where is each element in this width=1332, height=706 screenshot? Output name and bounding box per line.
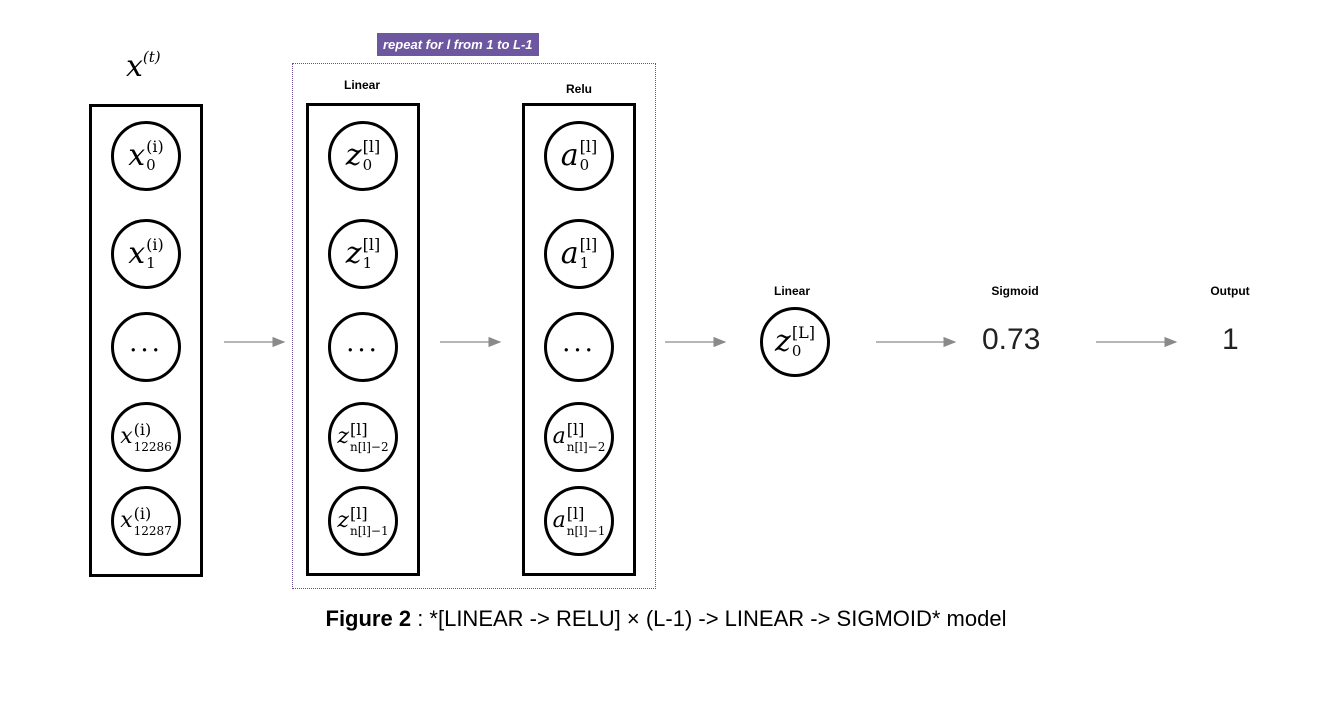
linear-node-4: z [l] n[l]−1 (328, 486, 398, 556)
input-node-1: x (i) 1 (111, 219, 181, 289)
linear-node-2: ... (328, 312, 398, 382)
final-linear-node: z [L] 0 (760, 307, 830, 377)
node-superscript: [l] (566, 503, 585, 523)
node-indices: [l] 1 (363, 237, 381, 271)
node-subscript: n[l]−1 (349, 523, 389, 538)
node-indices: [l] 0 (363, 139, 381, 173)
caption-text: : *[LINEAR -> RELU] × (L-1) -> LINEAR ->… (411, 606, 1007, 631)
node-superscript: [l] (349, 503, 368, 523)
repeat-block-border (292, 63, 656, 589)
figure-caption: Figure 2 : *[LINEAR -> RELU] × (L-1) -> … (0, 606, 1332, 632)
node-indices: [l] 0 (580, 139, 598, 173)
output-value: 1 (1222, 323, 1239, 356)
input-node-2: ... (111, 312, 181, 382)
node-superscript: (i) (133, 419, 152, 439)
node-indices: (i) 0 (146, 139, 164, 173)
input-node-3: x (i) 12286 (111, 402, 181, 472)
output-label: Output (1210, 284, 1250, 298)
node-indices: (i) 1 (146, 237, 164, 271)
input-title-sup: (t) (142, 48, 161, 66)
relu-node-2: ... (544, 312, 614, 382)
node-subscript: n[l]−2 (566, 439, 606, 454)
node-subscript: 0 (362, 156, 373, 174)
node-symbol: a (560, 236, 579, 271)
node-superscript: [l] (579, 235, 598, 254)
node-subscript: 0 (791, 342, 802, 360)
caption-prefix: Figure 2 (325, 606, 412, 631)
node-superscript: [l] (349, 419, 368, 439)
node-superscript: [L] (791, 323, 815, 342)
node-indices: [L] 0 (792, 325, 815, 359)
node-subscript: 12286 (133, 439, 172, 454)
node-symbol: z (775, 324, 791, 359)
node-indices: [l] 1 (580, 237, 598, 271)
relu-node-1: a [l] 1 (544, 219, 614, 289)
relu-layer-label: Relu (565, 82, 592, 96)
relu-node-0: a [l] 0 (544, 121, 614, 191)
node-indices: [l] n[l]−1 (349, 503, 389, 538)
final-linear-label: Linear (773, 284, 810, 298)
node-indices: [l] n[l]−2 (349, 419, 389, 454)
node-symbol: z (337, 424, 349, 449)
node-symbol: z (337, 508, 349, 533)
linear-node-1: z [l] 1 (328, 219, 398, 289)
node-superscript: (i) (133, 503, 152, 523)
relu-node-4: a [l] n[l]−1 (544, 486, 614, 556)
node-indices: (i) 12287 (133, 503, 172, 538)
node-symbol: x (128, 138, 146, 173)
linear-node-0: z [l] 0 (328, 121, 398, 191)
node-subscript: 0 (146, 156, 156, 174)
node-symbol: x (120, 424, 133, 449)
node-symbol: z (345, 236, 362, 271)
node-symbol: z (345, 138, 362, 173)
repeat-block-tag: repeat for l from 1 to L-1 (377, 33, 539, 56)
node-subscript: 1 (146, 254, 156, 272)
node-superscript: [l] (362, 137, 381, 156)
relu-node-3: a [l] n[l]−2 (544, 402, 614, 472)
node-symbol: x (120, 508, 133, 533)
node-subscript: 12287 (133, 523, 172, 538)
node-superscript: (i) (146, 235, 164, 254)
node-subscript: 0 (579, 156, 590, 174)
node-symbol: a (552, 424, 566, 449)
linear-node-3: z [l] n[l]−2 (328, 402, 398, 472)
node-subscript: 1 (362, 254, 373, 272)
node-subscript: n[l]−2 (349, 439, 389, 454)
sigmoid-value: 0.73 (982, 323, 1041, 356)
node-indices: [l] n[l]−1 (566, 503, 606, 538)
sigmoid-label: Sigmoid (991, 284, 1039, 298)
input-node-4: x (i) 12287 (111, 486, 181, 556)
input-title-var: x (126, 49, 143, 84)
node-subscript: 1 (579, 254, 590, 272)
input-layer-title: x(t) (126, 48, 161, 84)
ellipsis-text: ... (346, 328, 380, 358)
node-superscript: [l] (579, 137, 598, 156)
node-superscript: [l] (566, 419, 585, 439)
input-node-0: x (i) 0 (111, 121, 181, 191)
node-symbol: a (552, 508, 566, 533)
linear-layer-label: Linear (343, 78, 380, 92)
node-indices: (i) 12286 (133, 419, 172, 454)
node-superscript: (i) (146, 137, 164, 156)
ellipsis-text: ... (129, 328, 163, 358)
node-indices: [l] n[l]−2 (566, 419, 606, 454)
node-symbol: a (560, 138, 579, 173)
node-subscript: n[l]−1 (566, 523, 606, 538)
node-symbol: x (128, 236, 146, 271)
node-superscript: [l] (362, 235, 381, 254)
ellipsis-text: ... (562, 328, 596, 358)
